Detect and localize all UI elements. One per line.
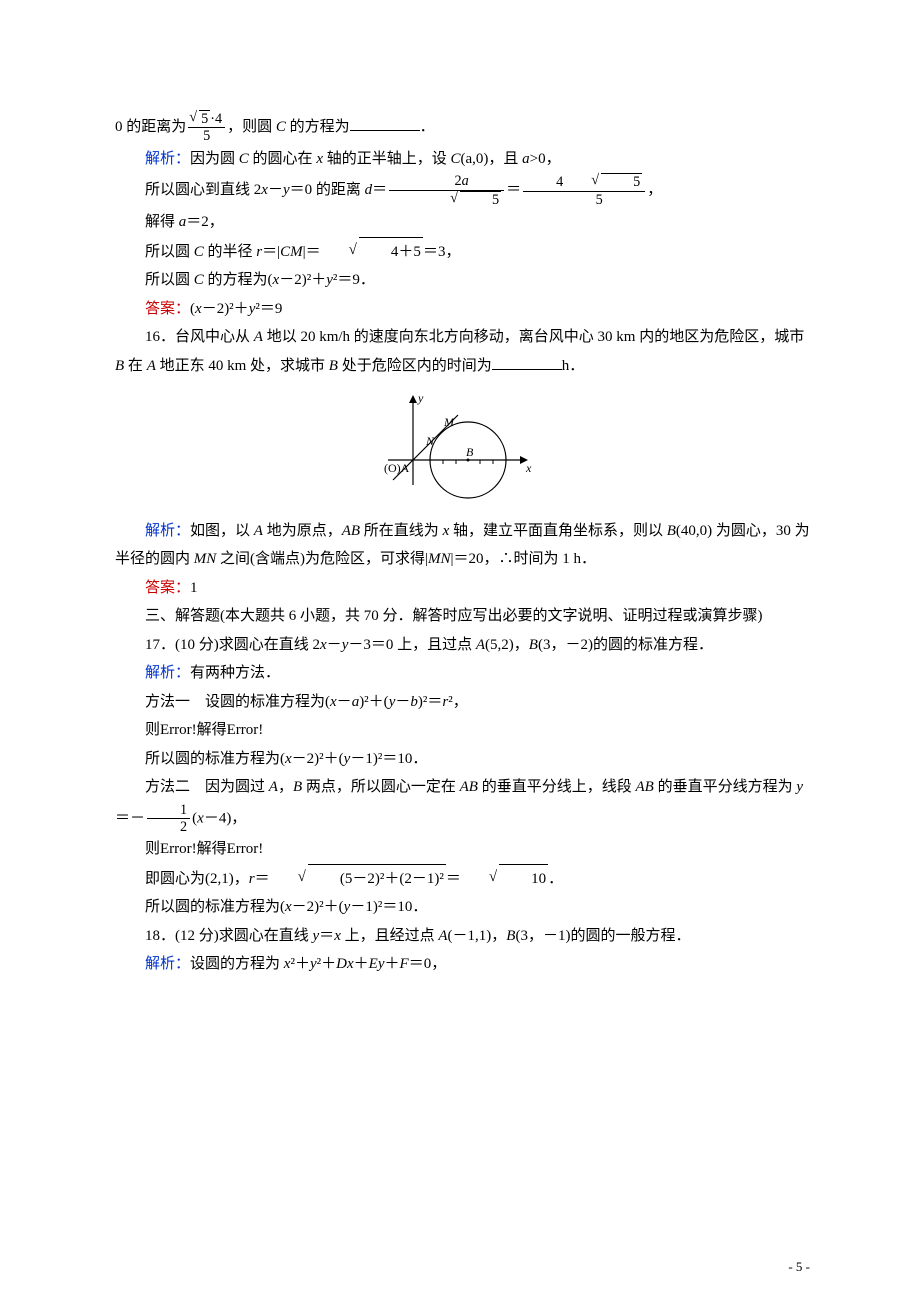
q16: 16．台风中心从 A 地以 20 km/h 的速度向东北方向移动，离台风中心 3… bbox=[115, 323, 810, 380]
sol15-line5: 所以圆 C 的方程为(x－2)²＋y²＝9． bbox=[115, 266, 810, 295]
q16-diagram: y x M N B (O)A bbox=[115, 390, 810, 511]
origin-label: (O)A bbox=[384, 461, 410, 475]
sol17-method2-setup: 方法二 因为圆过 A，B 两点，所以圆心一定在 AB 的垂直平分线上，线段 AB… bbox=[115, 773, 810, 835]
page-number: - 5 - bbox=[788, 1255, 810, 1280]
x-axis-label: x bbox=[525, 461, 532, 475]
period: ． bbox=[420, 119, 435, 135]
sol15-line4: 所以圆 C 的半径 r＝|CM|＝4＋5＝3， bbox=[115, 237, 810, 267]
text: 0 的距离为 bbox=[115, 119, 186, 135]
var-c: C bbox=[276, 119, 286, 135]
label-analysis: 解析： bbox=[145, 151, 190, 167]
blank-fill bbox=[350, 115, 420, 131]
q18: 18．(12 分)求圆心在直线 y＝x 上，且经过点 A(－1,1)，B(3，－… bbox=[115, 922, 810, 951]
label-answer: 答案： bbox=[145, 580, 190, 596]
y-axis-label: y bbox=[417, 391, 424, 405]
q17: 17．(10 分)求圆心在直线 2x－y－3＝0 上，且过点 A(5,2)，B(… bbox=[115, 631, 810, 660]
point-b-label: B bbox=[466, 445, 474, 459]
point-m-label: M bbox=[443, 415, 455, 429]
sol18: 解析：设圆的方程为 x²＋y²＋Dx＋Ey＋F＝0， bbox=[115, 950, 810, 979]
sol17-intro: 解析：有两种方法． bbox=[115, 659, 810, 688]
sol15-line2: 所以圆心到直线 2x－y＝0 的距离 d＝2a5＝455， bbox=[115, 173, 810, 208]
sol15-line3: 解得 a＝2， bbox=[115, 208, 810, 237]
point-n-label: N bbox=[425, 434, 435, 448]
ans16: 答案：1 bbox=[115, 574, 810, 603]
sol17-method2-center: 即圆心为(2,1)，r＝(5－2)²＋(2－1)²＝10． bbox=[115, 864, 810, 894]
sol17-method1-result: 所以圆的标准方程为(x－2)²＋(y－1)²＝10． bbox=[115, 745, 810, 774]
blank-fill bbox=[492, 354, 562, 370]
fraction: 5·45 bbox=[188, 110, 225, 145]
sol16: 解析：如图，以 A 地为原点，AB 所在直线为 x 轴，建立平面直角坐标系，则以… bbox=[115, 517, 810, 574]
sol17-method2-result: 所以圆的标准方程为(x－2)²＋(y－1)²＝10． bbox=[115, 893, 810, 922]
sol15-line1: 解析：因为圆 C 的圆心在 x 轴的正半轴上，设 C(a,0)，且 a>0， bbox=[115, 145, 810, 174]
ans15: 答案：(x－2)²＋y²＝9 bbox=[115, 295, 810, 324]
section-3-header: 三、解答题(本大题共 6 小题，共 70 分．解答时应写出必要的文字说明、证明过… bbox=[115, 602, 810, 631]
label-analysis: 解析： bbox=[145, 523, 190, 539]
sol17-method2-error: 则Error!解得Error! bbox=[115, 835, 810, 864]
text: 的方程为 bbox=[286, 119, 350, 135]
sol17-method1-error: 则Error!解得Error! bbox=[115, 716, 810, 745]
text: ，则圆 bbox=[227, 119, 276, 135]
q15-continuation: 0 的距离为5·45，则圆 C 的方程为 ． bbox=[115, 110, 810, 145]
label-analysis: 解析： bbox=[145, 665, 190, 681]
sol17-method1-setup: 方法一 设圆的标准方程为(x－a)²＋(y－b)²＝r²， bbox=[115, 688, 810, 717]
label-answer: 答案： bbox=[145, 301, 190, 317]
label-analysis: 解析： bbox=[145, 956, 190, 972]
